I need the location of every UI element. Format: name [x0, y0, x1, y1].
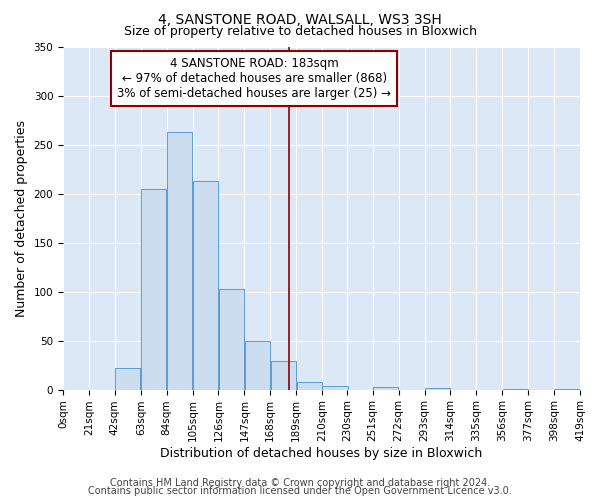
- Bar: [373, 386, 398, 390]
- Bar: [554, 388, 580, 390]
- Y-axis label: Number of detached properties: Number of detached properties: [15, 120, 28, 316]
- Bar: [322, 386, 348, 390]
- Bar: [503, 388, 528, 390]
- Bar: [167, 132, 192, 390]
- X-axis label: Distribution of detached houses by size in Bloxwich: Distribution of detached houses by size …: [160, 447, 482, 460]
- Bar: [219, 288, 244, 390]
- Bar: [425, 388, 450, 390]
- Text: Contains HM Land Registry data © Crown copyright and database right 2024.: Contains HM Land Registry data © Crown c…: [110, 478, 490, 488]
- Bar: [296, 382, 322, 390]
- Text: 4 SANSTONE ROAD: 183sqm
← 97% of detached houses are smaller (868)
3% of semi-de: 4 SANSTONE ROAD: 183sqm ← 97% of detache…: [118, 57, 391, 100]
- Bar: [115, 368, 140, 390]
- Bar: [141, 188, 166, 390]
- Text: Size of property relative to detached houses in Bloxwich: Size of property relative to detached ho…: [124, 25, 476, 38]
- Text: Contains public sector information licensed under the Open Government Licence v3: Contains public sector information licen…: [88, 486, 512, 496]
- Bar: [271, 361, 296, 390]
- Bar: [193, 181, 218, 390]
- Bar: [245, 340, 270, 390]
- Text: 4, SANSTONE ROAD, WALSALL, WS3 3SH: 4, SANSTONE ROAD, WALSALL, WS3 3SH: [158, 12, 442, 26]
